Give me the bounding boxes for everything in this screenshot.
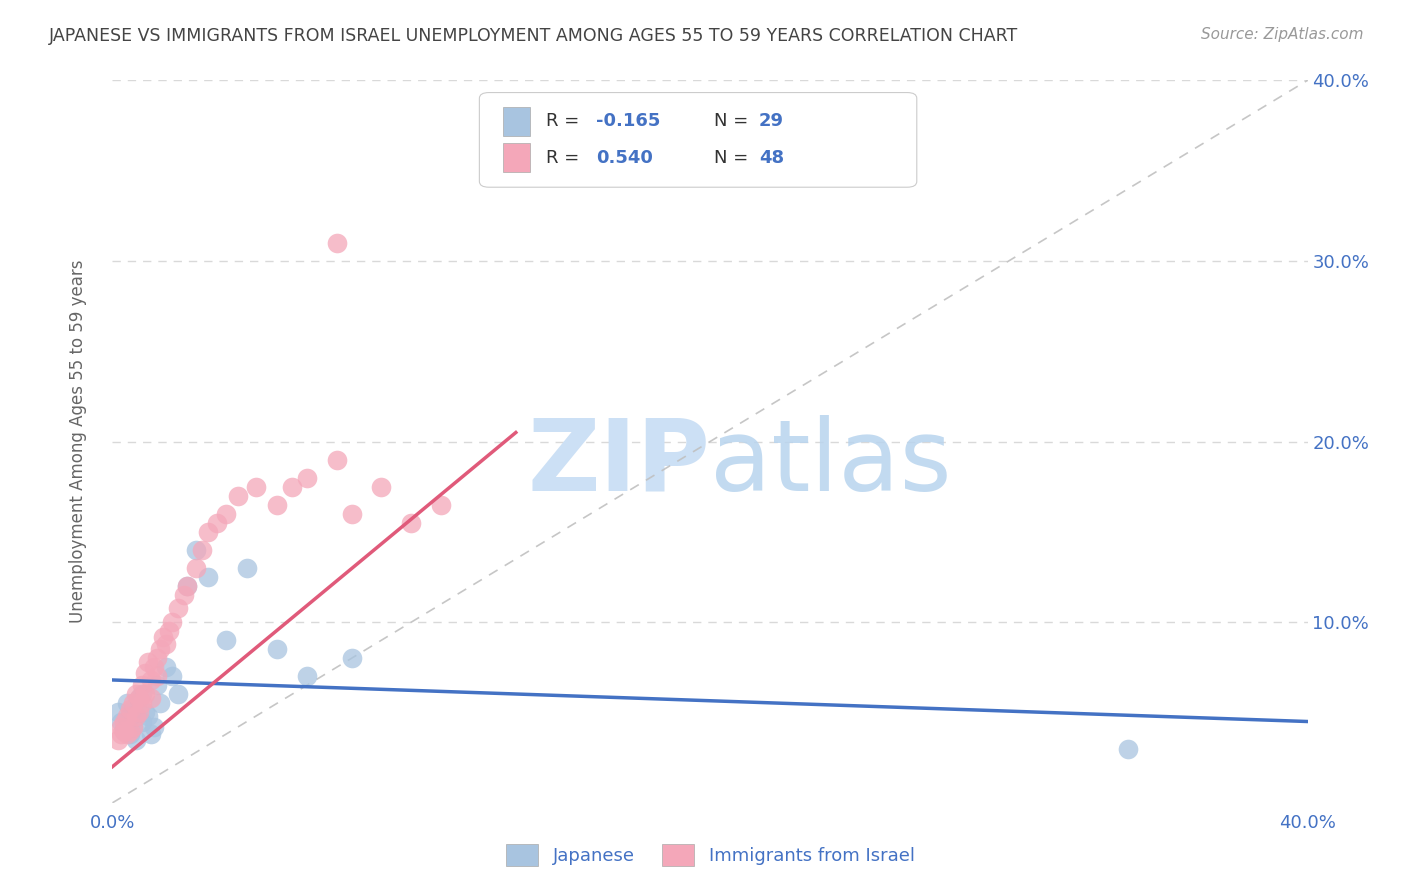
Point <box>226 489 249 503</box>
Point <box>325 452 347 467</box>
Point <box>146 651 169 665</box>
Point <box>186 561 208 575</box>
Point <box>128 691 150 706</box>
Text: Source: ZipAtlas.com: Source: ZipAtlas.com <box>1201 27 1364 42</box>
Point <box>340 651 363 665</box>
Point <box>146 669 169 683</box>
Point <box>167 600 190 615</box>
Point <box>122 720 145 734</box>
Point <box>215 633 238 648</box>
Point <box>114 723 135 738</box>
Point <box>236 561 259 575</box>
Point <box>152 630 174 644</box>
Point <box>117 727 139 741</box>
Point <box>128 691 150 706</box>
Text: R =: R = <box>547 149 585 167</box>
Text: N =: N = <box>714 149 754 167</box>
FancyBboxPatch shape <box>503 107 530 136</box>
Point <box>155 660 177 674</box>
Point <box>114 723 135 738</box>
Legend: Japanese, Immigrants from Israel: Japanese, Immigrants from Israel <box>498 837 922 873</box>
Point <box>215 507 238 521</box>
Point <box>131 714 153 729</box>
Point <box>162 615 183 630</box>
Point <box>295 471 318 485</box>
Point <box>122 720 145 734</box>
Point <box>370 480 392 494</box>
Point <box>141 673 163 687</box>
Point <box>245 480 267 494</box>
Point <box>141 727 163 741</box>
Point <box>141 691 163 706</box>
Point <box>155 637 177 651</box>
Point <box>281 480 304 494</box>
Point <box>134 687 156 701</box>
Point <box>157 624 180 639</box>
Point <box>186 542 208 557</box>
FancyBboxPatch shape <box>503 143 530 172</box>
Point <box>110 727 132 741</box>
Point <box>138 655 160 669</box>
Point <box>143 720 166 734</box>
Point <box>110 714 132 729</box>
Point <box>146 678 169 692</box>
Point <box>128 706 150 720</box>
Point <box>117 709 139 723</box>
Text: ZIP: ZIP <box>527 415 710 512</box>
Point <box>120 723 142 738</box>
Point <box>131 697 153 711</box>
Point <box>138 709 160 723</box>
Point <box>120 727 142 741</box>
Text: 29: 29 <box>759 112 785 130</box>
Point <box>125 687 148 701</box>
Text: atlas: atlas <box>710 415 952 512</box>
Point <box>430 498 453 512</box>
Point <box>107 706 129 720</box>
Point <box>401 516 423 530</box>
Point <box>149 697 172 711</box>
Point <box>340 507 363 521</box>
Point <box>197 570 219 584</box>
Point <box>167 687 190 701</box>
Point <box>134 665 156 680</box>
Point <box>131 678 153 692</box>
Y-axis label: Unemployment Among Ages 55 to 59 years: Unemployment Among Ages 55 to 59 years <box>69 260 87 624</box>
Point <box>131 687 153 701</box>
Point <box>266 498 288 512</box>
Point <box>143 660 166 674</box>
Point <box>205 516 228 530</box>
Text: JAPANESE VS IMMIGRANTS FROM ISRAEL UNEMPLOYMENT AMONG AGES 55 TO 59 YEARS CORREL: JAPANESE VS IMMIGRANTS FROM ISRAEL UNEMP… <box>49 27 1018 45</box>
Point <box>191 542 214 557</box>
Point <box>149 642 172 657</box>
Text: R =: R = <box>547 112 585 130</box>
Point <box>125 732 148 747</box>
Point <box>176 579 198 593</box>
Point <box>125 709 148 723</box>
Point <box>114 714 135 729</box>
Point <box>197 524 219 539</box>
Point <box>266 642 288 657</box>
Point <box>295 669 318 683</box>
Point <box>176 579 198 593</box>
Point <box>110 720 132 734</box>
Point <box>173 588 195 602</box>
Point <box>120 702 142 716</box>
FancyBboxPatch shape <box>479 93 917 187</box>
Text: 48: 48 <box>759 149 785 167</box>
Point <box>107 732 129 747</box>
Point <box>122 702 145 716</box>
Point <box>162 669 183 683</box>
Point <box>122 697 145 711</box>
Point <box>134 706 156 720</box>
Text: N =: N = <box>714 112 754 130</box>
Point <box>1118 741 1140 756</box>
Point <box>117 697 139 711</box>
Point <box>120 709 142 723</box>
Text: 0.540: 0.540 <box>596 149 654 167</box>
Text: -0.165: -0.165 <box>596 112 661 130</box>
Point <box>325 235 347 250</box>
